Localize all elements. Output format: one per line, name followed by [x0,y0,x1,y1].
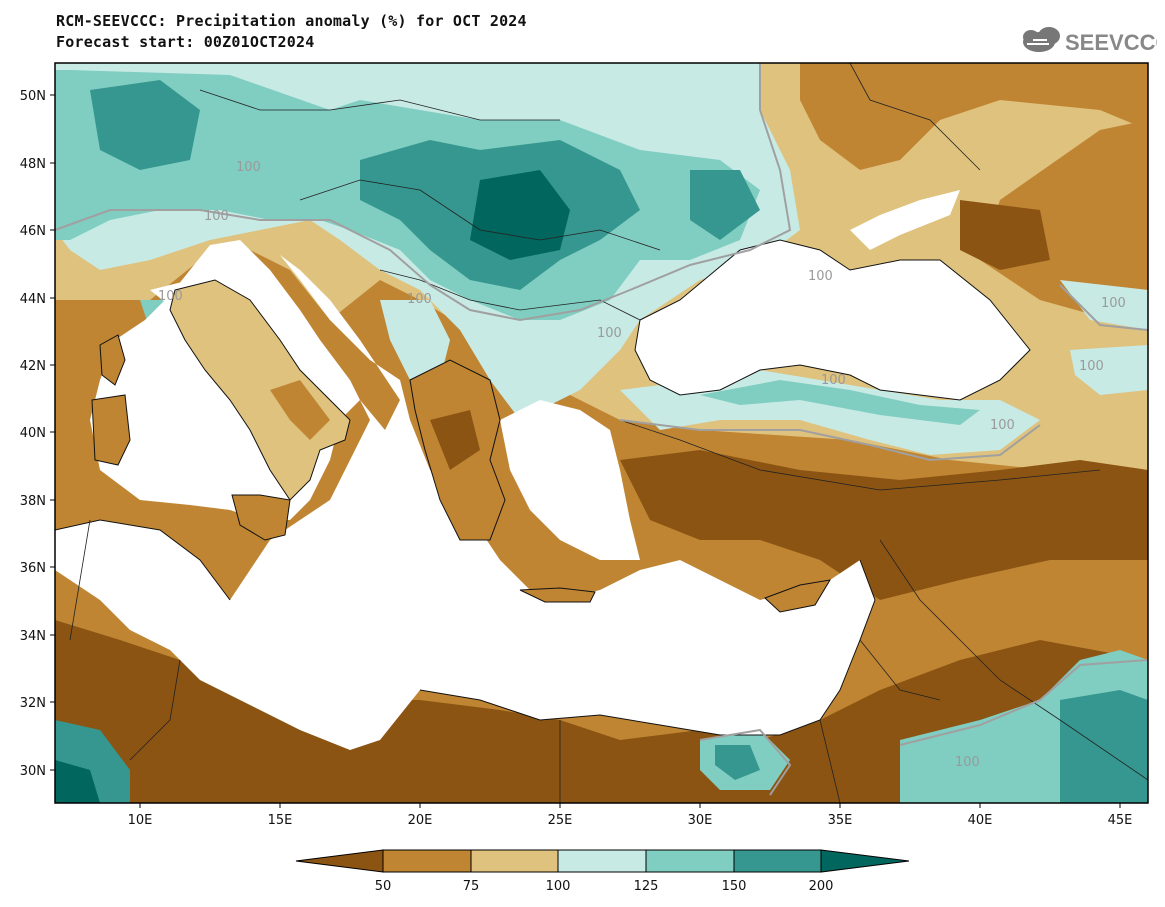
contour-100-lines [55,63,1148,796]
colorbar-tick: 200 [809,879,834,894]
lat-label: 34N [20,629,46,644]
contour-label: 100 [808,269,833,284]
logo-text: SEEVCCC [1065,30,1157,55]
colorbar-segment [470,849,559,873]
lat-label: 38N [20,494,46,509]
contour-labels: 100 100 100 100 100 100 100 100 100 100 … [158,160,1126,770]
lat-label: 50N [20,89,46,104]
lat-label: 48N [20,157,46,172]
map-frame [54,62,1149,804]
colorbar-segment [382,849,472,873]
lat-label: 30N [20,764,46,779]
contour-label: 100 [407,292,432,307]
lat-label: 36N [20,561,46,576]
contour-label: 100 [821,373,846,388]
lat-label: 42N [20,359,46,374]
lon-label: 15E [268,813,293,828]
lat-label: 32N [20,696,46,711]
colorbar [295,849,910,873]
lat-label: 40N [20,426,46,441]
forecast-start-subtitle: Forecast start: 00Z01OCT2024 [56,33,315,51]
colorbar-tick: 75 [463,879,480,894]
colorbar-tick: 100 [546,879,571,894]
colorbar-tick: 150 [722,879,747,894]
lat-label: 44N [20,292,46,307]
colorbar-segment [733,849,822,873]
seevccc-logo: SEEVCCC [1023,27,1157,55]
contour-label: 100 [158,289,183,304]
colorbar-tick: 50 [375,879,392,894]
map-field: 100 100 100 100 100 100 100 100 100 100 … [55,63,1148,803]
colorbar-tick: 125 [634,879,659,894]
map-title: RCM-SEEVCCC: Precipitation anomaly (%) f… [56,12,527,30]
colorbar-segment [557,849,647,873]
country-borders [69,63,1148,803]
colorbar-ticks: 50 75 100 125 150 200 [375,879,834,894]
lon-label: 25E [548,813,573,828]
longitude-axis: 10E 15E 20E 25E 30E 35E 40E 45E [128,803,1133,828]
colorbar-segment [820,849,910,873]
lat-label: 46N [20,224,46,239]
colorbar-segment [645,849,735,873]
latitude-axis: 50N 48N 46N 44N 42N 40N 38N 36N 34N 32N … [20,89,55,779]
lon-label: 10E [128,813,153,828]
lon-label: 35E [828,813,853,828]
contour-label: 100 [236,160,261,175]
islands [92,280,830,612]
contour-label: 100 [1101,296,1126,311]
lon-label: 40E [968,813,993,828]
contour-label: 100 [1079,359,1104,374]
lon-label: 30E [688,813,713,828]
contour-label: 100 [204,209,229,224]
contour-label: 100 [955,755,980,770]
lon-label: 20E [408,813,433,828]
contour-label: 100 [597,326,622,341]
colorbar-segment [295,849,384,873]
lon-label: 45E [1108,813,1133,828]
coastlines [55,239,1031,736]
contour-label: 100 [990,418,1015,433]
